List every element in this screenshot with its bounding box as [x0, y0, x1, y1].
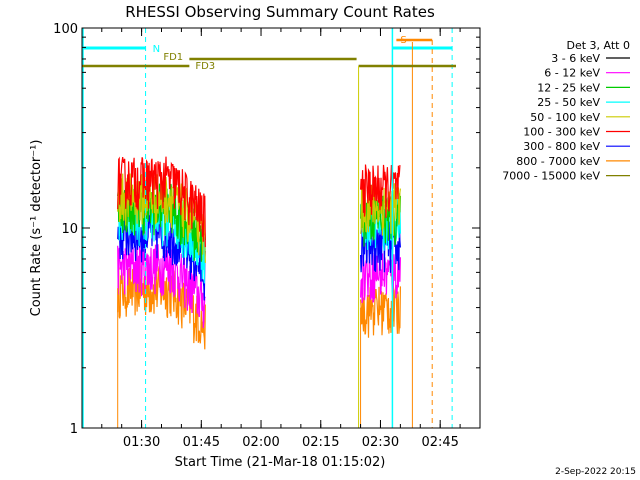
- saa-label: S: [400, 35, 406, 46]
- legend-label: 800 - 7000 keV: [516, 155, 600, 168]
- footer-timestamp: 2-Sep-2022 20:15: [555, 467, 636, 477]
- legend-label: 6 - 12 keV: [544, 67, 600, 80]
- y-tick-label: 100: [53, 22, 78, 37]
- fd1-label: FD1: [163, 52, 183, 63]
- plot-area: N S FD1 FD3: [82, 28, 456, 428]
- x-axis: 01:30 01:45 02:00 02:15 02:30 02:45: [101, 28, 461, 450]
- chart-title: RHESSI Observing Summary Count Rates: [125, 3, 435, 21]
- legend-label: 300 - 800 keV: [523, 140, 600, 153]
- x-axis-label: Start Time (21-Mar-18 01:15:02): [175, 455, 386, 470]
- legend-label: 3 - 6 keV: [551, 52, 600, 65]
- legend-label: 7000 - 15000 keV: [502, 170, 600, 183]
- y-axis: 1 10 100: [53, 22, 480, 437]
- y-tick-label: 1: [70, 422, 78, 437]
- series-6-12kev-seg2: [360, 250, 401, 304]
- x-tick-label: 01:30: [123, 435, 160, 450]
- legend-label: 50 - 100 keV: [530, 111, 600, 124]
- x-tick-label: 02:30: [362, 435, 399, 450]
- y-tick-label: 10: [61, 222, 78, 237]
- legend-label: 12 - 25 keV: [537, 81, 600, 94]
- legend-title: Det 3, Att 0: [567, 39, 631, 52]
- series-6-12kev-seg1: [117, 243, 206, 329]
- x-tick-label: 02:00: [242, 435, 279, 450]
- series-100-300kev-seg1: [117, 156, 206, 248]
- x-tick-label: 01:45: [183, 435, 220, 450]
- night-label: N: [153, 44, 160, 55]
- x-tick-label: 02:15: [302, 435, 339, 450]
- fd3-label: FD3: [195, 61, 215, 72]
- legend-label: 25 - 50 keV: [537, 96, 600, 109]
- series-800-7000kev-seg2: [360, 284, 401, 338]
- legend-label: 100 - 300 keV: [523, 126, 600, 139]
- y-axis-label: Count Rate (s⁻¹ detector⁻¹): [29, 140, 44, 317]
- series-100-300kev-seg2: [360, 164, 401, 219]
- x-tick-label: 02:45: [421, 435, 458, 450]
